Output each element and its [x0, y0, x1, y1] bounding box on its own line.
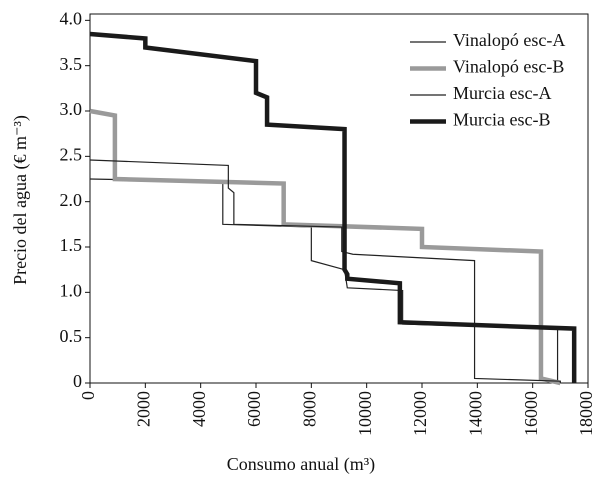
series-line	[89, 31, 577, 383]
x-tick-label: 6000	[244, 391, 264, 427]
legend-label: Murcia esc-B	[453, 110, 550, 130]
y-tick-label: 3.5	[60, 54, 83, 74]
legend-label: Murcia esc-A	[453, 83, 551, 103]
y-tick-label: 1.0	[60, 280, 83, 300]
series-line	[89, 108, 561, 386]
x-tick-label: 8000	[299, 391, 319, 427]
legend-label: Vinalopó esc-B	[453, 57, 564, 77]
x-tick-label: 14000	[465, 391, 485, 436]
x-tick-label: 2000	[133, 391, 153, 427]
x-tick-label: 12000	[410, 391, 430, 436]
series-line	[89, 178, 559, 383]
x-tick-label: 10000	[355, 391, 375, 436]
x-axis-label: Consumo anual (m³)	[227, 454, 375, 475]
plot-frame	[89, 13, 589, 384]
y-tick-label: 4.0	[60, 8, 83, 28]
x-tick-label: 16000	[521, 391, 541, 436]
series-line	[89, 159, 561, 383]
x-tick-label: 0	[78, 391, 98, 400]
y-tick-label: 2.5	[60, 144, 83, 164]
y-tick-label: 0	[73, 371, 82, 391]
y-axis-label: Precio del agua (€ m⁻³)	[10, 115, 31, 285]
y-tick-label: 2.0	[60, 190, 83, 210]
legend-label: Vinalopó esc-A	[453, 30, 565, 50]
y-tick-label: 0.5	[60, 326, 83, 346]
y-tick-label: 1.5	[60, 235, 83, 255]
x-tick-label: 4000	[189, 391, 209, 427]
y-tick-label: 3.0	[60, 99, 83, 119]
x-tick-label: 18000	[576, 391, 596, 436]
